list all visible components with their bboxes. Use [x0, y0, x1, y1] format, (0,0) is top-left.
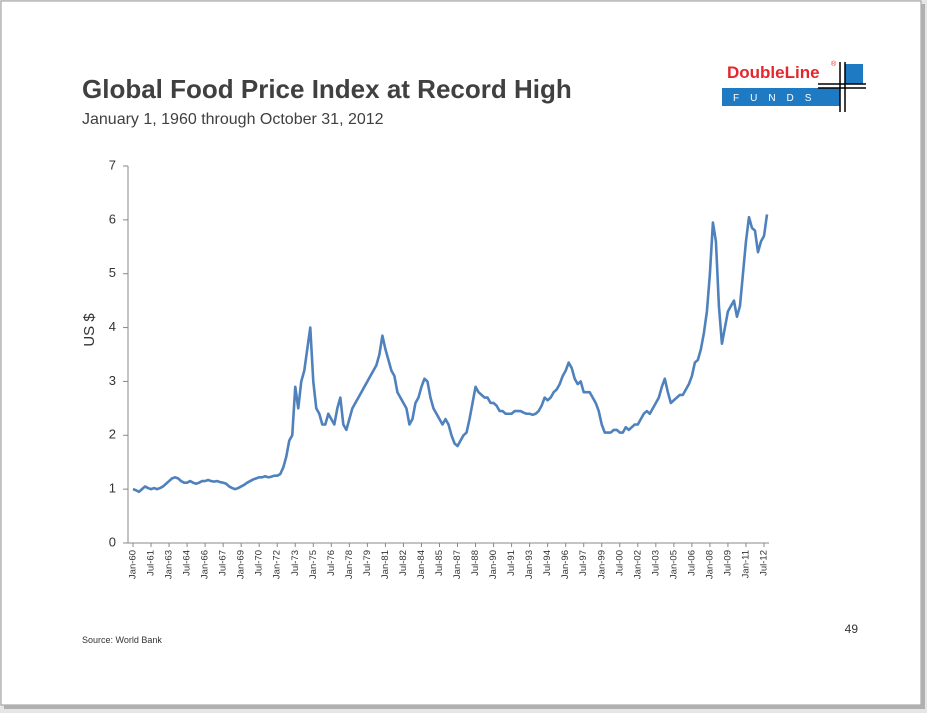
x-tick-label: Jan-02	[632, 550, 643, 579]
price-line	[132, 214, 769, 494]
x-tick-label: Jul-79	[362, 550, 373, 576]
x-tick-label: Jan-78	[344, 550, 355, 579]
x-tick-label: Jan-63	[164, 550, 175, 579]
x-tick-label: Jul-06	[686, 550, 697, 576]
x-tick-label: Jul-88	[470, 550, 481, 576]
x-tick-label: Jul-67	[218, 550, 229, 576]
x-tick-label: Jul-91	[506, 550, 517, 576]
y-tick-label: 2	[109, 427, 116, 442]
x-tick-label: Jul-85	[434, 550, 445, 576]
logo: DoubleLine ® FUNDS	[722, 60, 866, 112]
slide-shadow	[4, 705, 925, 709]
x-tick-label: Jul-09	[722, 550, 733, 576]
x-tick-label: Jan-81	[380, 550, 391, 579]
logo-bar	[722, 88, 840, 106]
x-tick-label: Jan-66	[200, 550, 211, 579]
x-tick-label: Jan-05	[668, 550, 679, 579]
x-tick-label: Jan-75	[308, 550, 319, 579]
y-tick-label: 4	[109, 319, 116, 334]
x-tick-label: Jul-76	[326, 550, 337, 576]
x-tick-label: Jul-00	[614, 550, 625, 576]
y-axis-label: US $	[81, 313, 98, 347]
x-tick-label: Jan-90	[488, 550, 499, 579]
chart-subtitle: January 1, 1960 through October 31, 2012	[82, 111, 384, 128]
x-tick-label: Jul-82	[398, 550, 409, 576]
x-tick-label: Jan-08	[704, 550, 715, 579]
x-tick-label: Jul-61	[146, 550, 157, 576]
logo-name: DoubleLine	[727, 63, 820, 82]
x-tick-label: Jul-64	[182, 550, 193, 576]
x-tick-label: Jul-73	[290, 550, 301, 576]
chart-title: Global Food Price Index at Record High	[82, 74, 572, 104]
x-tick-label: Jan-60	[128, 550, 139, 579]
x-tick-label: Jan-11	[740, 550, 751, 578]
y-tick-label: 1	[109, 481, 116, 496]
logo-square	[845, 64, 863, 84]
x-tick-label: Jan-87	[452, 550, 463, 579]
source: Source: World Bank	[82, 635, 162, 645]
page-number: 49	[845, 622, 859, 636]
logo-sub: FUNDS	[733, 93, 822, 104]
y-tick-label: 5	[109, 265, 116, 280]
logo-mark: ®	[831, 60, 837, 68]
x-tick-label: Jan-69	[236, 550, 247, 579]
x-tick-label: Jan-99	[596, 550, 607, 579]
x-tick-label: Jan-72	[272, 550, 283, 579]
x-tick-label: Jan-93	[524, 550, 535, 579]
y-tick-label: 0	[109, 534, 116, 549]
y-tick-label: 7	[109, 157, 116, 172]
y-tick-label: 3	[109, 373, 116, 388]
x-tick-label: Jul-94	[542, 550, 553, 576]
x-tick-label: Jan-84	[416, 550, 427, 579]
x-tick-label: Jul-97	[578, 550, 589, 576]
x-tick-label: Jul-70	[254, 550, 265, 576]
x-tick-label: Jul-12	[759, 550, 770, 576]
y-tick-label: 6	[109, 211, 116, 226]
x-tick-label: Jan-96	[560, 550, 571, 579]
x-tick-label: Jul-03	[650, 550, 661, 576]
slide-shadow	[921, 4, 925, 707]
